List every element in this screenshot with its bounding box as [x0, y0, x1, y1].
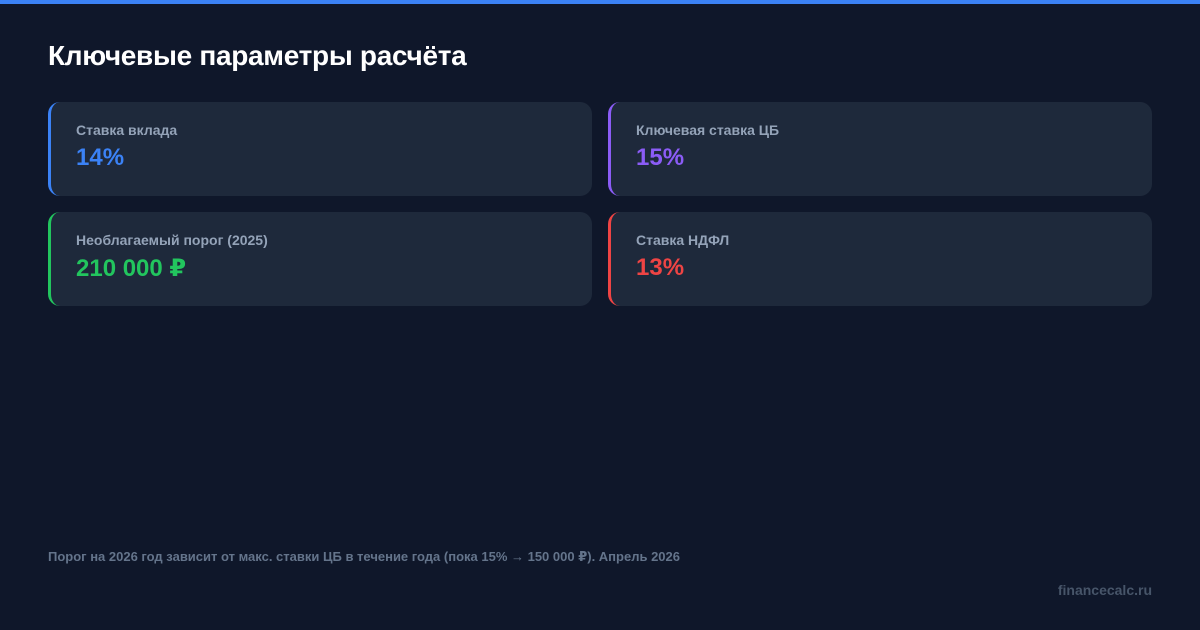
footnote: Порог на 2026 год зависит от макс. ставк…: [48, 549, 680, 564]
card-key-rate: Ключевая ставка ЦБ 15%: [608, 102, 1152, 196]
card-value: 210 000 ₽: [76, 255, 187, 282]
top-accent-bar: [0, 0, 1200, 4]
card-label: Ставка вклада: [76, 122, 178, 138]
page-title: Ключевые параметры расчёта: [48, 40, 467, 71]
card-tax-free-threshold: Необлагаемый порог (2025) 210 000 ₽: [48, 212, 592, 306]
parameters-grid: Ставка вклада 14% Ключевая ставка ЦБ 15%…: [48, 102, 1152, 306]
card-deposit-rate: Ставка вклада 14%: [48, 102, 592, 196]
card-value: 15%: [636, 144, 685, 171]
card-label: Необлагаемый порог (2025): [76, 232, 268, 248]
site-watermark: financecalc.ru: [1057, 582, 1152, 598]
card-value: 14%: [76, 144, 125, 171]
card-ndfl-rate: Ставка НДФЛ 13%: [608, 212, 1152, 306]
card-label: Ключевая ставка ЦБ: [636, 122, 780, 138]
card-value: 13%: [636, 254, 685, 281]
card-label: Ставка НДФЛ: [636, 232, 730, 248]
